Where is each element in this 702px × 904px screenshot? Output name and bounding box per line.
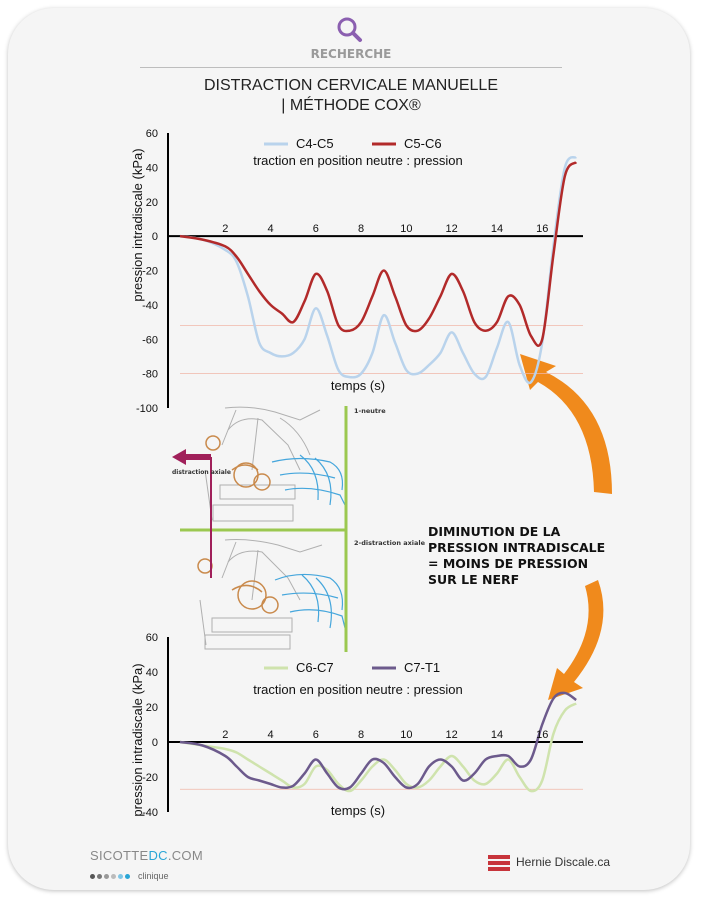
patient-top	[271, 454, 346, 506]
y-tick-label: 20	[146, 197, 158, 209]
legend-label: C6-C7	[296, 660, 334, 675]
illustration-label-neutral: 1-neutre	[354, 407, 386, 415]
legend-label: C7-T1	[404, 660, 440, 675]
therapist-figure-bottom	[199, 539, 323, 650]
series-line-c6-c7	[179, 702, 577, 793]
hernie-logo-icon	[488, 855, 510, 871]
legend-label: C4-C5	[296, 136, 334, 151]
y-tick-label: -20	[142, 266, 158, 278]
legend-label: C5-C6	[404, 136, 442, 151]
patient-bottom	[274, 573, 346, 629]
page-title: DISTRACTION CERVICALE MANUELLE | MÉTHODE…	[0, 76, 702, 116]
y-tick-label: -40	[142, 300, 158, 312]
footer-brand-name: SICOTTEDC.COM	[90, 848, 203, 863]
distraction-arrow-label: distraction axiale	[172, 469, 231, 476]
title-line-2: | MÉTHODE COX®	[281, 97, 421, 114]
y-tick-label: -100	[136, 403, 158, 415]
y-tick-label: 60	[146, 128, 158, 140]
x-tick-label: 10	[400, 729, 412, 741]
therapist-hands-top	[205, 435, 271, 491]
chart-title: traction en position neutre : pression	[253, 153, 463, 168]
callout-line-1: DIMINUTION DE LA	[428, 524, 561, 539]
x-tick-label: 2	[222, 223, 228, 235]
y-axis-label: pression intradiscale (kPa)	[130, 148, 145, 301]
brand-part-b: DC	[148, 848, 168, 863]
chart-2: 60 40 20 0 -20 -40 2 4 6 8 10 12 14 16 C6-C7 C7-T1 tract…	[130, 632, 583, 819]
orange-curved-arrow-bottom	[548, 580, 604, 700]
y-tick-label: -60	[142, 334, 158, 346]
x-axis-label: temps (s)	[331, 803, 385, 818]
chart-2-series	[179, 691, 577, 793]
brand-part-c: .COM	[167, 848, 203, 863]
hernie-brand-name: Hernie Discale.ca	[516, 855, 611, 870]
series-line-c5-c6	[179, 161, 578, 347]
series-line-c4-c5	[179, 155, 578, 385]
orange-curved-arrow-top	[520, 354, 612, 494]
header-divider	[140, 67, 562, 68]
x-tick-label: 14	[491, 223, 503, 235]
x-tick-label: 16	[536, 223, 548, 235]
y-tick-label: 0	[152, 231, 158, 243]
brand-sub: clinique	[138, 871, 169, 881]
section-label: RECHERCHE	[310, 47, 392, 61]
x-tick-label: 4	[267, 223, 273, 235]
chart-2-labels: 60 40 20 0 -20 -40 2 4 6 8 10 12 14 16 C6-C7 C7-T1 tract…	[130, 632, 548, 819]
y-tick-label: 40	[146, 667, 158, 679]
traction-illustration: 1-neutre 2-distraction axiale distractio…	[172, 406, 426, 652]
brand-part-a: SICOTTE	[90, 848, 149, 863]
chart-2-axes	[167, 637, 583, 812]
search-icon	[337, 17, 362, 42]
footer-brand-left: SICOTTEDC.COM clinique	[90, 848, 203, 884]
x-tick-label: 10	[400, 223, 412, 235]
callout-line-3: = MOINS DE PRESSION	[428, 556, 589, 571]
x-axis-label: temps (s)	[331, 378, 385, 393]
x-tick-label: 6	[313, 729, 319, 741]
distraction-arrow	[172, 449, 212, 578]
x-tick-label: 16	[536, 729, 548, 741]
x-tick-label: 14	[491, 729, 503, 741]
y-tick-label: 0	[152, 737, 158, 749]
x-tick-label: 12	[446, 223, 458, 235]
callout-line-4: SUR LE NERF	[428, 572, 520, 587]
title-line-1: DISTRACTION CERVICALE MANUELLE	[204, 77, 498, 94]
x-tick-label: 4	[267, 729, 273, 741]
callout-line-2: PRESSION INTRADISCALE	[428, 540, 606, 555]
y-tick-label: -40	[142, 807, 158, 819]
x-tick-label: 8	[358, 729, 364, 741]
y-tick-label: 60	[146, 632, 158, 644]
chart-1-axes	[167, 133, 583, 408]
chart-title: traction en position neutre : pression	[253, 682, 463, 697]
illustration-label-distraction: 2-distraction axiale	[354, 539, 426, 547]
chart-1-series	[179, 155, 578, 385]
x-tick-label: 2	[222, 729, 228, 741]
chart-1-labels: 60 40 20 0 -20 -40 -60 -80 -100 2 4 6 8 10 12 14 16 C4-C5…	[130, 128, 548, 415]
y-tick-label: -80	[142, 369, 158, 381]
brand-dots: clinique	[90, 866, 203, 884]
series-line-c7-t1	[179, 691, 577, 791]
y-axis-label: pression intradiscale (kPa)	[130, 663, 145, 816]
y-tick-label: -20	[142, 772, 158, 784]
callout-text: DIMINUTION DE LA PRESSION INTRADISCALE =…	[428, 524, 605, 588]
y-tick-label: 20	[146, 702, 158, 714]
x-tick-label: 6	[313, 223, 319, 235]
footer-brand-right: Hernie Discale.ca	[488, 855, 610, 871]
y-tick-label: 40	[146, 162, 158, 174]
chart-1: 60 40 20 0 -20 -40 -60 -80 -100 2 4 6 8 10 12 14 16 C4-C5…	[130, 128, 583, 415]
x-tick-label: 12	[446, 729, 458, 741]
x-tick-label: 8	[358, 223, 364, 235]
therapist-figure-top	[204, 406, 321, 522]
